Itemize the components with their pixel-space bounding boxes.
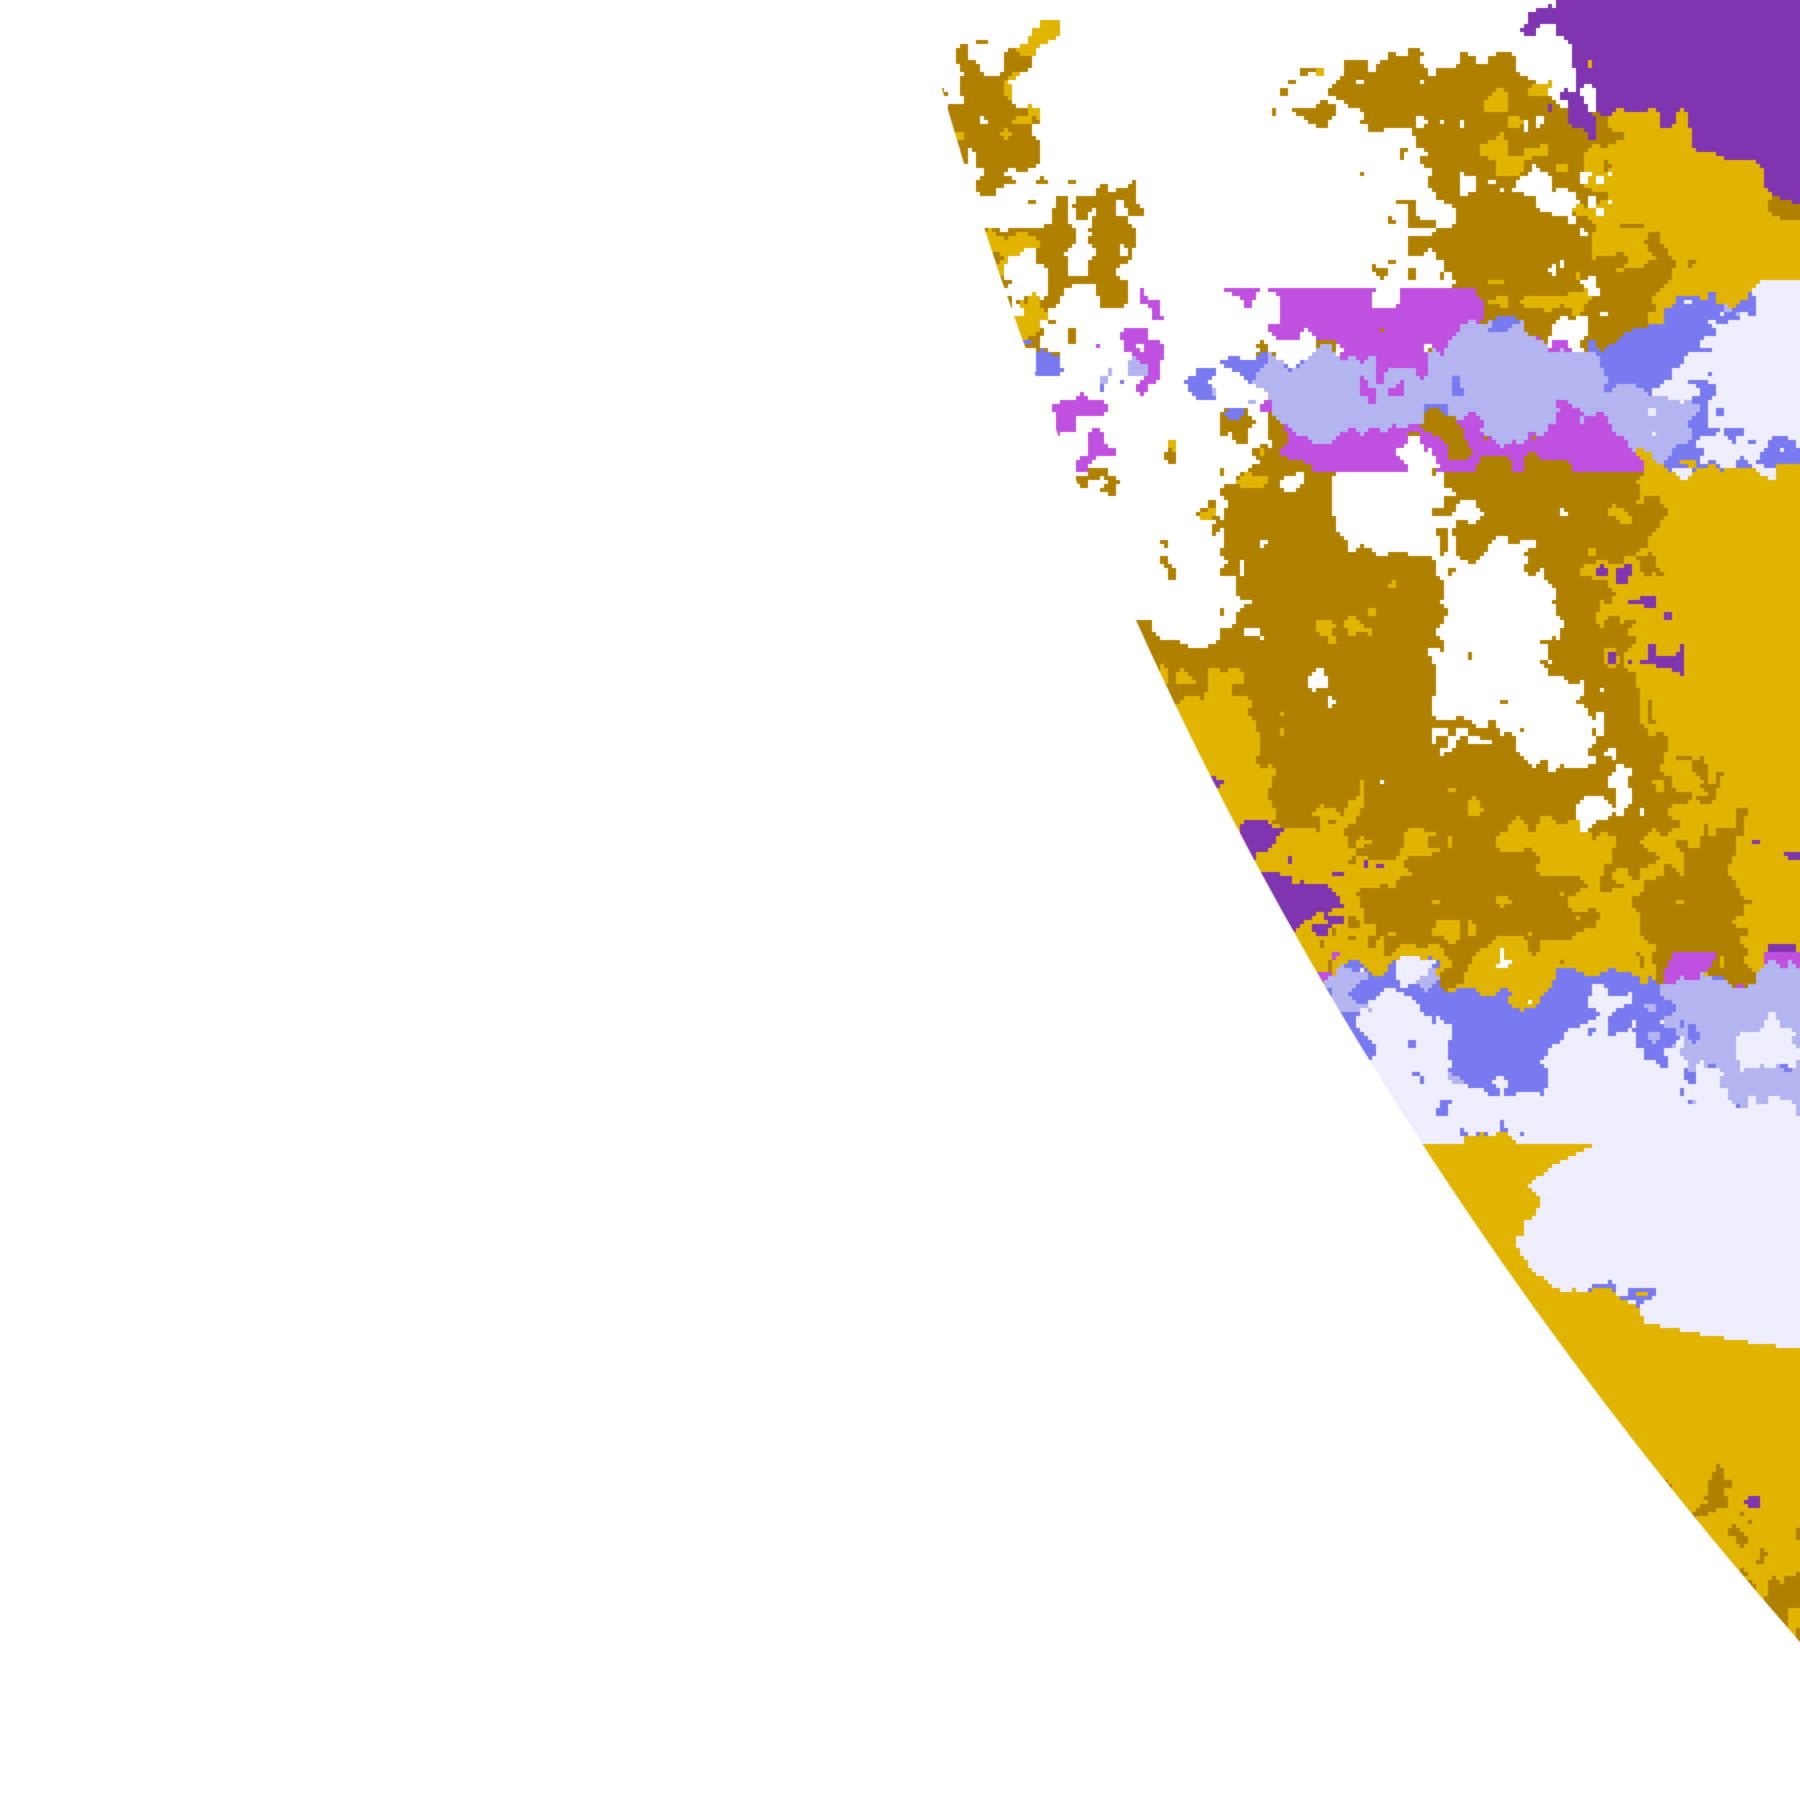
satellite-globe-view <box>0 0 1800 1800</box>
globe-disk-classification-image <box>0 0 1800 1800</box>
